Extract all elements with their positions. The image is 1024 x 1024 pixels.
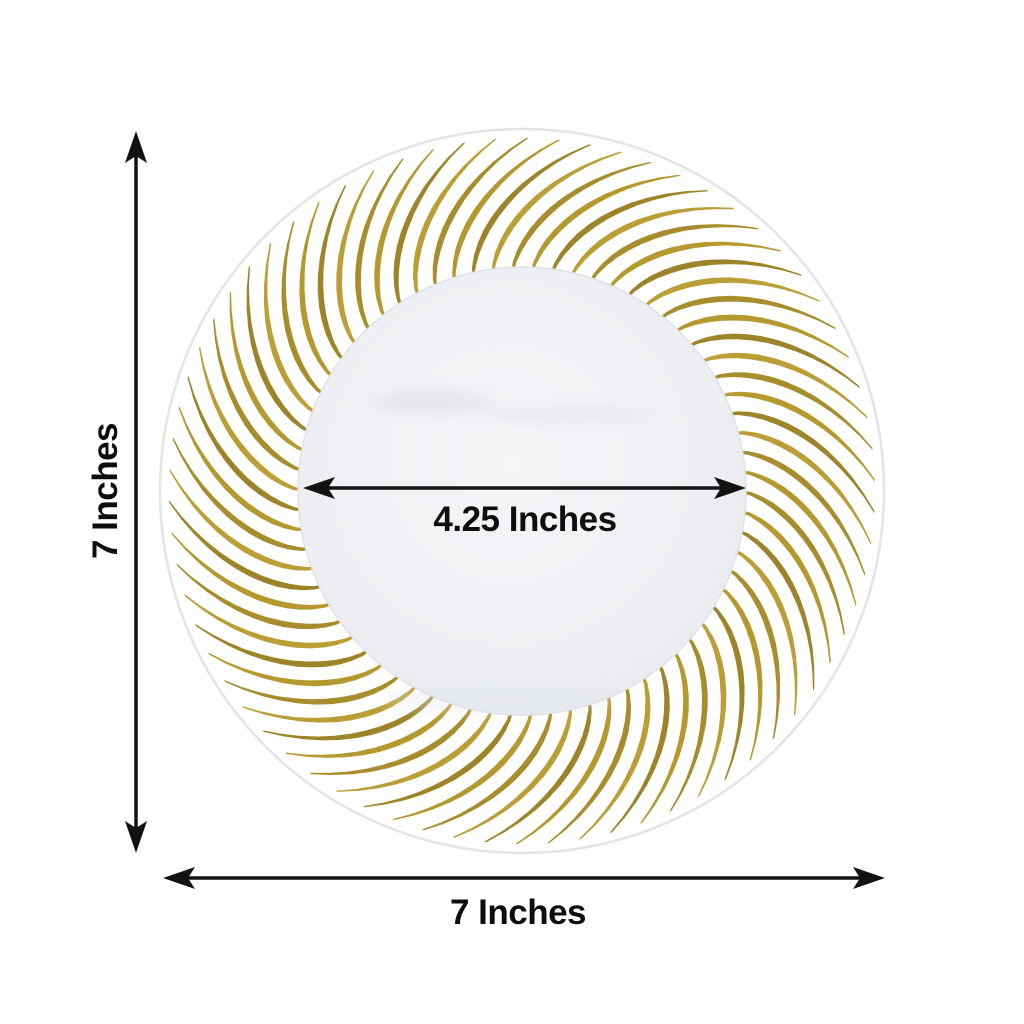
gold-swirl-stripe: [281, 220, 327, 398]
plate-inner-circle: [297, 266, 747, 716]
gold-swirl-stripe: [606, 241, 782, 291]
gold-swirl-stripe: [336, 170, 375, 349]
gold-swirl-stripe: [262, 691, 438, 741]
gold-swirl-stripe: [242, 682, 420, 723]
gold-swirl-stripe: [641, 277, 821, 310]
gold-swirl-stripe: [199, 346, 304, 493]
gold-swirl-stripe: [609, 660, 670, 833]
inner-diameter-dimension-line: [303, 477, 746, 499]
gold-swirl-stripe: [624, 259, 802, 300]
plate-image: [158, 127, 886, 855]
width-dimension-line: [163, 867, 885, 889]
gold-swirl-stripe: [697, 618, 727, 798]
gold-swirl-stripe: [374, 149, 435, 322]
gold-swirl-stripe: [299, 201, 336, 381]
gold-swirl-stripe: [178, 406, 308, 532]
gold-swirl-stripe: [685, 333, 860, 389]
gold-swirl-stripe: [530, 174, 681, 274]
gold-swirl-stripe: [578, 672, 651, 840]
gold-swirl-stripe: [515, 691, 612, 844]
gold-swirl-stripe: [208, 652, 387, 687]
arrow-right-icon: [853, 867, 885, 889]
gold-swirl-stripe: [739, 509, 831, 664]
gold-swirl-stripe: [547, 682, 631, 844]
arrow-left-icon: [163, 867, 195, 889]
gold-swirl-stripe: [335, 706, 494, 792]
gold-swirl-stripe: [731, 547, 798, 717]
gold-swirl-stripe: [309, 703, 475, 775]
gold-swirl-stripe: [355, 158, 405, 335]
arrow-right-icon: [714, 477, 746, 499]
gold-swirl-stripe: [736, 528, 815, 691]
gold-swirl-stripe: [671, 314, 850, 359]
gold-swirl-stripe: [246, 265, 313, 435]
gold-swirl-stripe: [393, 142, 466, 310]
gold-swirl-stripe: [284, 698, 456, 758]
gold-swirl-stripe: [731, 431, 872, 545]
gold-swirl-stripe: [169, 468, 319, 571]
gold-swirl-stripe: [169, 500, 327, 591]
gold-swirl-stripe: [229, 291, 308, 454]
gold-swirl-stripe: [717, 584, 763, 762]
gold-swirl-stripe: [176, 563, 347, 630]
height-dimension-label: 7 Inches: [86, 422, 125, 560]
gold-swirl-stripe: [213, 318, 305, 473]
gold-swirl-stripe: [472, 144, 592, 279]
gold-swirl-stripe: [725, 411, 875, 514]
arrow-up-icon: [125, 131, 147, 163]
arrow-down-icon: [125, 821, 147, 853]
gold-swirl-stripe: [708, 601, 745, 781]
gold-swirl-rim: [169, 138, 875, 844]
gold-swirl-stripe: [550, 190, 709, 276]
gold-swirl-stripe: [717, 391, 875, 482]
gold-swirl-stripe: [736, 450, 866, 576]
gold-swirl-stripe: [171, 532, 336, 610]
gold-swirl-stripe: [740, 489, 845, 636]
gold-swirl-stripe: [184, 593, 359, 649]
gold-swirl-stripe: [669, 633, 708, 812]
gold-swirl-stripe: [657, 295, 836, 330]
plate-sheen: [373, 391, 650, 714]
gold-swirl-stripe: [639, 647, 689, 824]
gold-swirl-stripe: [223, 672, 403, 705]
gold-swirl-stripe: [432, 138, 529, 291]
gold-swirl-stripe: [697, 352, 868, 419]
gold-swirl-stripe: [317, 184, 347, 364]
gold-swirl-stripe: [363, 708, 514, 808]
gold-swirl-stripe: [172, 437, 313, 551]
gold-swirl-stripe: [452, 703, 572, 838]
gold-swirl-stripe: [483, 698, 592, 843]
gold-swirl-stripe: [708, 372, 873, 450]
gold-swirl-stripe: [194, 623, 373, 668]
height-dimension-line: [125, 131, 147, 853]
arrow-left-icon: [303, 477, 335, 499]
gold-swirl-stripe: [569, 207, 735, 279]
gold-swirl-stripe: [413, 138, 497, 300]
inner-diameter-dimension-label: 4.25 Inches: [433, 500, 617, 539]
width-dimension-label: 7 Inches: [449, 893, 587, 932]
gold-swirl-stripe: [588, 224, 760, 284]
gold-swirl-stripe: [452, 139, 561, 284]
